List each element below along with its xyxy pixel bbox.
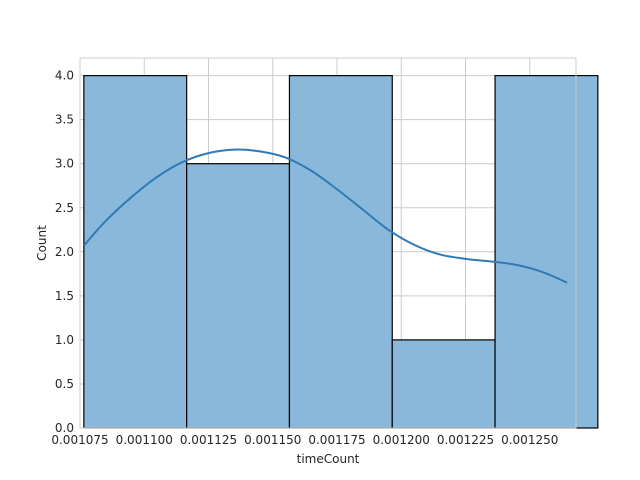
y-axis-label: Count [35,225,49,261]
y-tick-label-5: 2.5 [55,201,74,215]
histogram-bar-4 [494,75,599,429]
x-tick-label-5: 0.001200 [373,433,430,447]
histogram-bar-1 [186,163,291,429]
x-tick-label-6: 0.001225 [437,433,494,447]
y-tick-labels: 0.0 0.5 1.0 1.5 2.0 2.5 3.0 3.5 4.0 [55,69,74,435]
kde-curve [83,148,568,284]
plot-frame [79,57,577,429]
y-tick-label-7: 3.5 [55,113,74,127]
y-tick-label-3: 1.5 [55,289,74,303]
y-tick-label-2: 1.0 [55,333,74,347]
x-tick-label-0: 0.001075 [51,433,108,447]
y-tick-label-1: 0.5 [55,377,74,391]
x-tick-label-7: 0.001250 [501,433,558,447]
y-tick-label-8: 4.0 [55,69,74,83]
x-tick-label-1: 0.001100 [116,433,173,447]
histogram-bars [83,75,599,429]
histogram-bar-2 [288,75,393,429]
y-tick-label-6: 3.0 [55,157,74,171]
histogram-bar-3 [391,339,496,429]
y-tick-label-4: 2.0 [55,245,74,259]
x-tick-labels: 0.001075 0.001100 0.001125 0.001150 0.001175… [51,433,558,447]
x-tick-label-3: 0.001150 [244,433,301,447]
x-tick-label-2: 0.001125 [180,433,237,447]
y-tick-label-0: 0.0 [55,421,74,435]
x-tick-label-4: 0.001175 [308,433,365,447]
histogram-bar-0 [83,75,188,429]
x-axis-label: timeCount [297,452,360,466]
